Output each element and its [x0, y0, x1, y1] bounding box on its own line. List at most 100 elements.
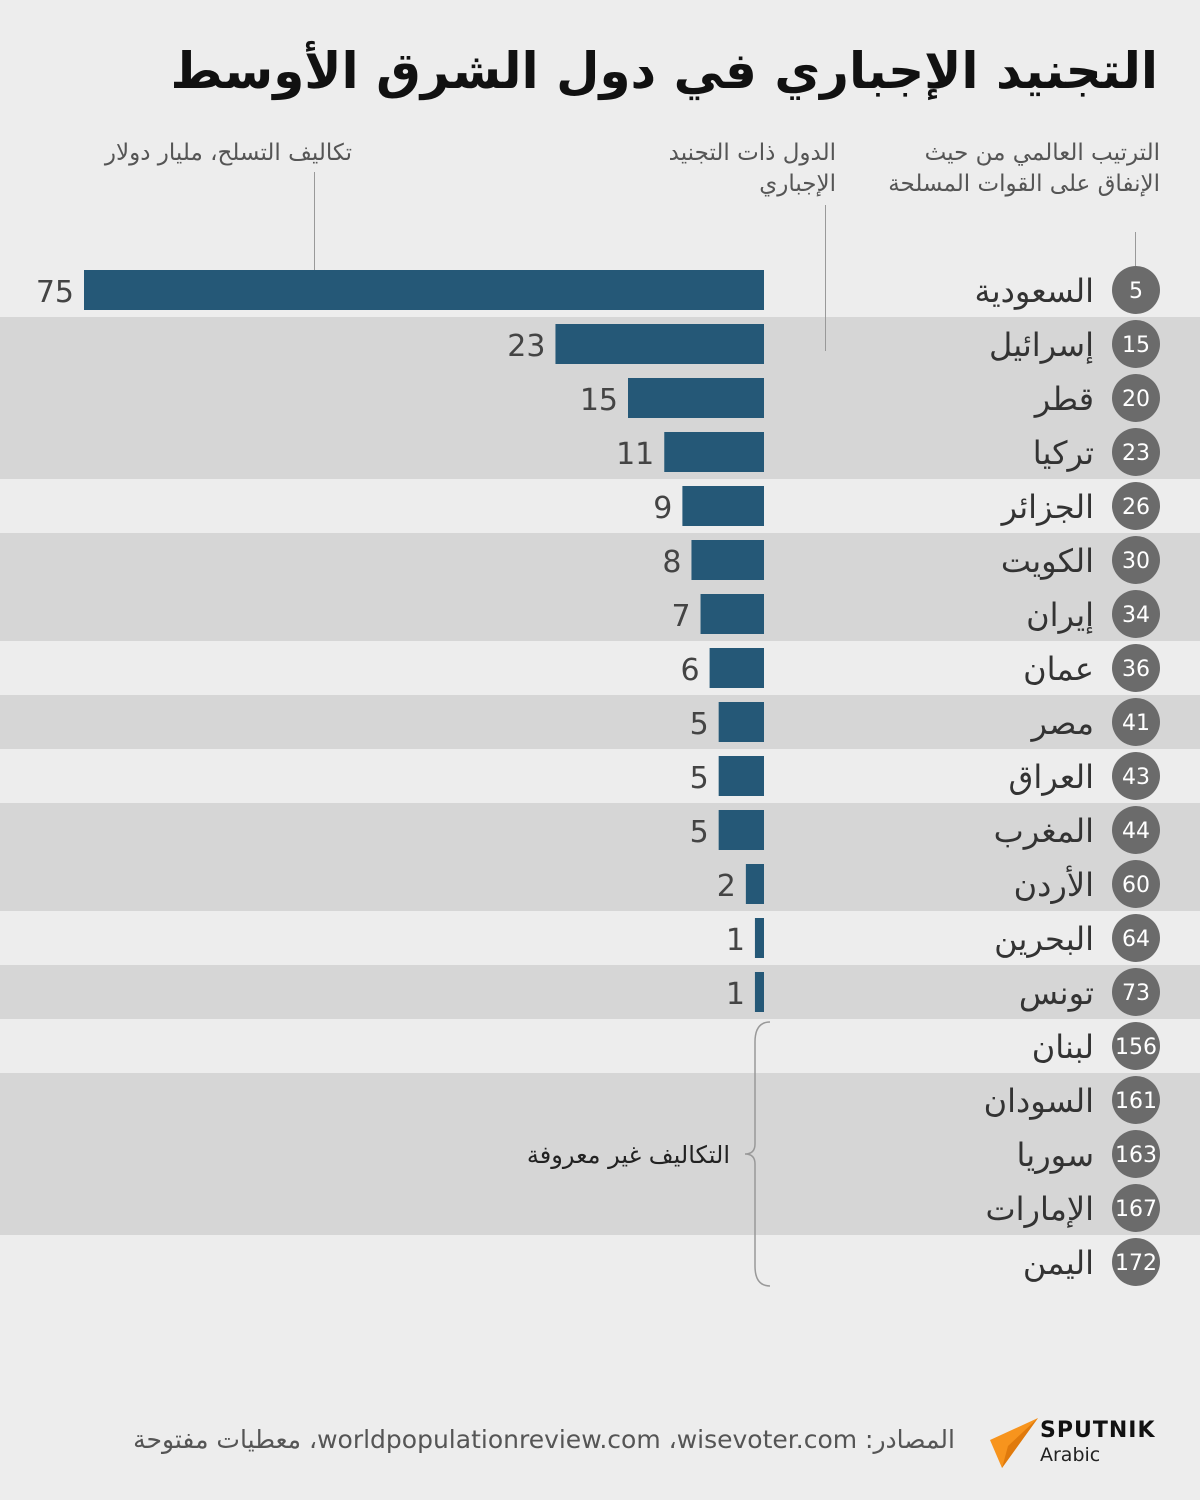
rank-label: 156	[1115, 1035, 1157, 1060]
rank-circle	[1112, 698, 1160, 746]
unknown-brace	[744, 1021, 771, 1287]
row-band	[0, 803, 1200, 857]
sources-text: المصادر: worldpopulationreview.com ،wise…	[133, 1425, 955, 1454]
bar	[84, 270, 764, 310]
country-label: البحرين	[994, 920, 1094, 958]
value-label: 1	[726, 923, 745, 958]
rank-header: الترتيب العالمي من حيث الإنفاق على القوا…	[888, 140, 1160, 197]
bar	[682, 486, 764, 526]
rank-circle	[1112, 482, 1160, 530]
country-label: تركيا	[1033, 434, 1094, 472]
bar	[555, 324, 764, 364]
value-label: 9	[653, 491, 672, 526]
row-band	[0, 857, 1200, 911]
bar	[628, 378, 764, 418]
rank-label: 60	[1122, 873, 1150, 898]
rank-label: 26	[1122, 495, 1150, 520]
value-label: 5	[690, 761, 709, 796]
row-band	[0, 533, 1200, 587]
logo-sub: Arabic	[1040, 1444, 1101, 1466]
country-label: العراق	[1009, 758, 1094, 796]
value-label: 5	[690, 707, 709, 742]
value-label: 7	[671, 599, 690, 634]
rank-label: 41	[1122, 711, 1150, 736]
bar	[718, 756, 764, 796]
logo-name: SPUTNIK	[1040, 1418, 1156, 1443]
rank-label: 15	[1122, 333, 1150, 358]
bar	[745, 864, 764, 904]
country-label: قطر	[1033, 380, 1094, 418]
rank-circle	[1112, 644, 1160, 692]
country-label: الأردن	[1014, 865, 1094, 904]
row-band	[0, 371, 1200, 425]
value-label: 23	[507, 329, 545, 364]
rank-label: 44	[1122, 819, 1150, 844]
rank-label: 30	[1122, 549, 1150, 574]
rank-circle	[1112, 1184, 1160, 1232]
cost-header: تكاليف التسلح، مليار دولار	[104, 140, 352, 166]
row-band	[0, 965, 1200, 1019]
rank-label: 5	[1129, 279, 1143, 304]
rank-circle	[1112, 1238, 1160, 1286]
bar	[664, 432, 764, 472]
country-label: المغرب	[994, 812, 1094, 850]
country-label: السودان	[984, 1082, 1094, 1120]
country-label: الإمارات	[986, 1190, 1095, 1228]
rank-circle	[1112, 1076, 1160, 1124]
country-header: الدول ذات التجنيد الإجباري	[668, 140, 836, 197]
bar	[709, 648, 764, 688]
rank-leader-line	[1135, 232, 1136, 266]
country-label: مصر	[1029, 704, 1094, 742]
value-label: 75	[36, 275, 74, 310]
rank-circle	[1112, 428, 1160, 476]
rank-circle	[1112, 752, 1160, 800]
bar	[754, 918, 764, 958]
rank-circle	[1112, 968, 1160, 1016]
value-label: 15	[580, 383, 618, 418]
rank-circle	[1112, 266, 1160, 314]
row-band	[0, 587, 1200, 641]
value-label: 11	[616, 437, 654, 472]
rank-circle	[1112, 590, 1160, 638]
rank-circle	[1112, 806, 1160, 854]
rank-circle	[1112, 1022, 1160, 1070]
sputnik-logo-icon	[990, 1418, 1038, 1468]
rank-label: 172	[1115, 1251, 1157, 1276]
country-label: اليمن	[1023, 1244, 1094, 1282]
country-label: إسرائيل	[989, 326, 1094, 364]
value-label: 2	[717, 869, 736, 904]
country-label: عمان	[1023, 650, 1094, 688]
bar	[700, 594, 764, 634]
value-label: 8	[662, 545, 681, 580]
rank-label: 161	[1115, 1089, 1157, 1114]
row-band	[0, 425, 1200, 479]
row-band	[0, 1181, 1200, 1235]
rank-label: 64	[1122, 927, 1150, 952]
rank-circle	[1112, 860, 1160, 908]
bar	[718, 702, 764, 742]
bar-chart: 5السعودية7515إسرائيل2320قطر1523تركيا1126…	[0, 266, 1200, 1287]
rank-circle	[1112, 320, 1160, 368]
country-label: سوريا	[1017, 1136, 1094, 1174]
bar	[691, 540, 764, 580]
rank-label: 20	[1122, 387, 1150, 412]
rank-circle	[1112, 536, 1160, 584]
country-label: الجزائر	[1000, 488, 1094, 526]
country-label: الكويت	[1001, 542, 1094, 580]
bar	[754, 972, 764, 1012]
rank-circle	[1112, 914, 1160, 962]
value-label: 5	[690, 815, 709, 850]
rank-label: 43	[1122, 765, 1150, 790]
row-band	[0, 695, 1200, 749]
country-leader-line	[825, 205, 826, 351]
rank-label: 23	[1122, 441, 1150, 466]
unknown-cost-label: التكاليف غير معروفة	[527, 1141, 730, 1169]
country-label: لبنان	[1032, 1028, 1094, 1066]
rank-circle	[1112, 1130, 1160, 1178]
sputnik-logo: SPUTNIK Arabic	[988, 1416, 1168, 1470]
country-label: إيران	[1026, 596, 1094, 634]
value-label: 6	[681, 653, 700, 688]
rank-circle	[1112, 374, 1160, 422]
rank-label: 163	[1115, 1143, 1157, 1168]
